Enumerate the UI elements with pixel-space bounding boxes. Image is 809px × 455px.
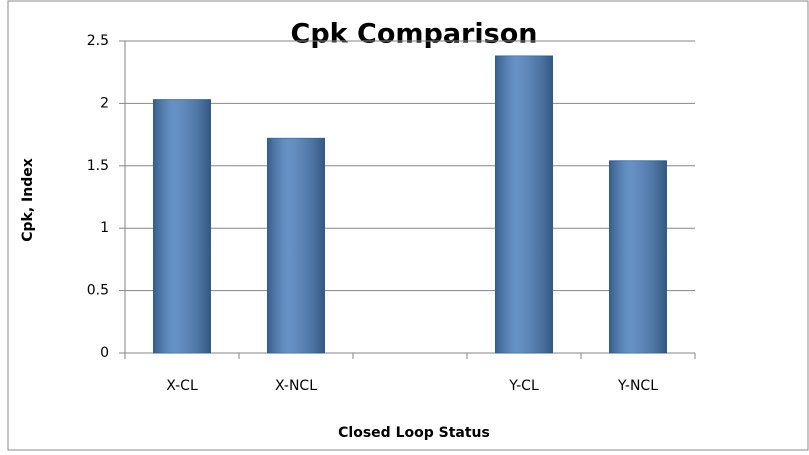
x-tick-label: Y-NCL	[617, 378, 658, 394]
y-tick-label: 2	[100, 95, 109, 111]
chart-frame	[7, 0, 809, 451]
x-axis-label: Closed Loop Status	[338, 425, 490, 441]
y-tick-label: 1.5	[87, 158, 109, 174]
x-tick-label: X-NCL	[275, 378, 317, 394]
y-axis-label: Cpk, Index	[20, 158, 36, 242]
x-tick-label: Y-CL	[508, 378, 539, 394]
y-tick-label: 0.5	[87, 283, 109, 299]
bar-shade	[609, 160, 667, 353]
bar-shade	[267, 138, 325, 353]
y-tick-label: 0	[100, 345, 109, 361]
chart-title: Cpk Comparison	[291, 19, 538, 50]
y-tick-label: 1	[100, 220, 109, 236]
bar-shade	[495, 55, 553, 353]
y-tick-label: 2.5	[87, 33, 109, 49]
x-tick-label: X-CL	[166, 378, 198, 394]
bar-shade	[153, 99, 211, 353]
